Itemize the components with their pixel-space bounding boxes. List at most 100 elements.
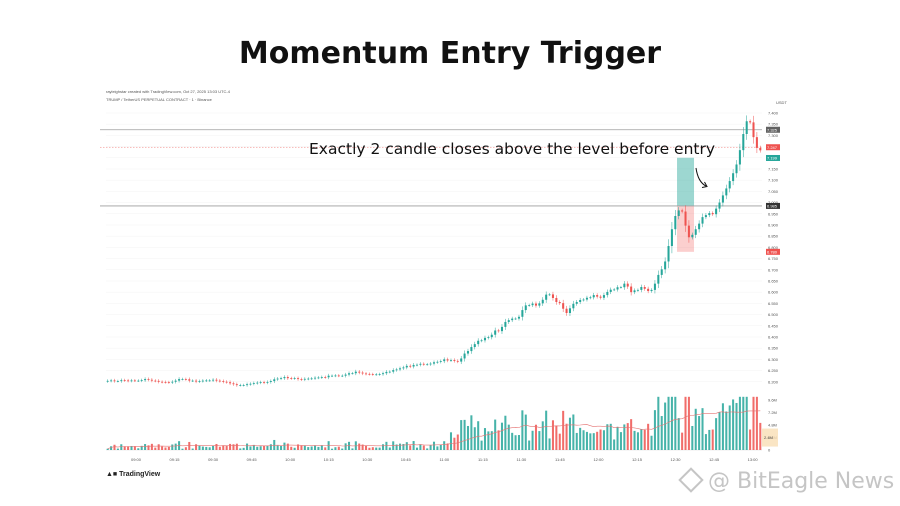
candle-body — [602, 295, 605, 298]
candle-body — [147, 379, 150, 380]
volume-bar — [619, 432, 622, 450]
volume-bar — [483, 428, 487, 450]
price-label-box — [766, 144, 780, 151]
volume-bar — [749, 429, 752, 450]
volume-bar — [422, 445, 425, 450]
candle-body — [514, 318, 517, 320]
volume-bar — [466, 425, 470, 450]
candle-body — [735, 164, 738, 174]
volume-bar — [555, 425, 558, 450]
volume-bar — [208, 447, 211, 450]
volume-bar — [664, 402, 667, 450]
candle-body — [670, 229, 673, 247]
volume-bar — [188, 441, 191, 450]
candle-body — [548, 294, 551, 296]
candle-body — [585, 297, 588, 300]
candle-body — [657, 274, 660, 284]
time-tick-label: 09:00 — [131, 457, 142, 462]
volume-bar — [161, 446, 164, 450]
time-tick-label: 12:45 — [709, 457, 720, 462]
volume-bar — [392, 441, 395, 450]
price-tick-label: 6.900 — [768, 222, 779, 227]
volume-bar — [558, 433, 561, 450]
candle-body — [480, 340, 483, 342]
annotation-arrow — [695, 167, 708, 188]
candle-body — [647, 288, 650, 292]
volume-bar — [752, 396, 755, 450]
volume-bar — [269, 444, 272, 450]
volume-bar — [511, 432, 514, 450]
volume-bar — [252, 444, 255, 450]
candle-body — [419, 363, 422, 365]
candle-body — [232, 383, 235, 385]
volume-bar — [280, 445, 283, 450]
volume-bar — [398, 443, 402, 450]
candle-body — [259, 382, 262, 384]
volume-bar — [286, 443, 289, 450]
volume-bar — [755, 396, 758, 450]
candle-body — [110, 380, 113, 382]
volume-bar — [365, 445, 368, 450]
volume-bar — [473, 427, 476, 450]
time-tick-label: 11:45 — [555, 457, 565, 462]
volume-bar — [116, 448, 119, 450]
volume-bar — [314, 445, 317, 450]
volume-bar — [395, 444, 398, 450]
volume-bar — [307, 447, 310, 450]
price-tick-label: 7.000 — [768, 200, 779, 205]
volume-bar — [140, 445, 143, 450]
candle-body — [643, 287, 646, 289]
volume-bar — [432, 441, 436, 450]
candle-body — [551, 294, 554, 298]
candle-body — [558, 302, 561, 304]
volume-bar — [191, 448, 194, 450]
candle-body — [517, 316, 520, 319]
volume-bar — [548, 438, 551, 450]
candle-body — [511, 318, 514, 321]
volume-bar — [623, 424, 626, 450]
candle-body — [664, 261, 667, 270]
volume-bar — [276, 445, 279, 450]
volume-bar — [759, 422, 762, 450]
chart-frame: rayleighstar created with TradingView.co… — [100, 84, 802, 476]
candle-body — [572, 303, 575, 309]
price-tick-label: 6.700 — [768, 267, 779, 272]
candle-body — [500, 326, 503, 332]
candle-body — [738, 150, 741, 165]
volume-bar — [684, 396, 687, 450]
volume-bar — [572, 414, 575, 450]
price-tick-label: 6.550 — [768, 301, 779, 306]
volume-bar — [674, 396, 677, 450]
tradingview-logo[interactable]: ▲■ TradingView — [106, 471, 160, 478]
volume-bar — [735, 402, 738, 450]
entry-zone — [677, 157, 695, 206]
candle-body — [225, 381, 228, 383]
volume-bar — [368, 447, 371, 450]
candle-body — [623, 283, 626, 288]
volume-bar — [405, 442, 408, 450]
candle-body — [708, 213, 711, 216]
price-tick-label: 6.350 — [768, 346, 779, 351]
price-tick-label: 6.650 — [768, 278, 779, 283]
price-tick-label: 6.400 — [768, 334, 779, 339]
candle-body — [667, 246, 670, 262]
price-tick-label: 6.200 — [768, 379, 779, 384]
candle-body — [235, 384, 238, 386]
volume-bar — [123, 446, 126, 450]
volume-bar — [725, 411, 728, 450]
volume-bar — [718, 412, 721, 450]
candle-body — [490, 334, 493, 338]
volume-bar — [171, 444, 174, 450]
volume-bar — [453, 437, 456, 450]
slide-title: Momentum Entry Trigger — [238, 36, 662, 71]
volume-bar — [562, 410, 565, 450]
candle-body — [694, 229, 697, 235]
candle-body — [630, 286, 633, 293]
candle-body — [755, 137, 758, 148]
volume-bar — [212, 445, 215, 450]
volume-ma-line — [107, 410, 761, 449]
candle-body — [392, 370, 395, 372]
price-label-box — [766, 154, 780, 161]
volume-bar — [256, 446, 259, 450]
price-tick-label: 7.100 — [768, 178, 779, 183]
